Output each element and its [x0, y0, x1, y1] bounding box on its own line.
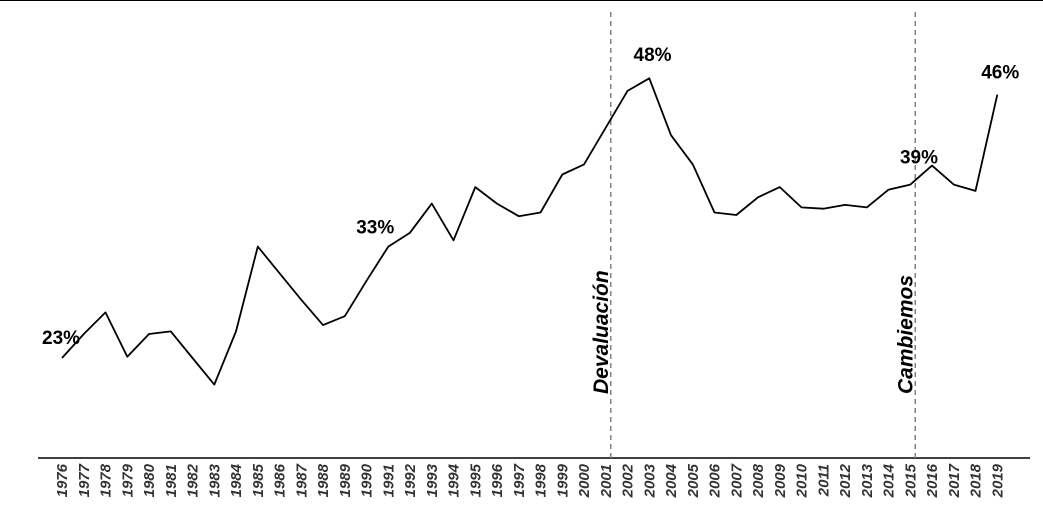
x-tick-label: 1977	[76, 463, 93, 497]
event-label: Cambiemos	[894, 275, 917, 394]
x-tick-label: 1981	[163, 464, 180, 497]
x-tick-label: 1985	[250, 463, 267, 497]
x-tick-label: 1979	[119, 463, 136, 497]
x-tick-label: 1995	[467, 463, 484, 497]
x-tick-label: 2011	[815, 464, 832, 497]
x-tick-label: 1996	[489, 463, 506, 497]
x-tick-label: 2008	[750, 463, 767, 498]
x-tick-label: 1994	[446, 463, 463, 497]
x-tick-label: 2009	[772, 463, 789, 498]
x-tick-label: 1987	[293, 463, 310, 497]
x-tick-label: 2015	[902, 463, 919, 498]
x-tick-label: 2010	[794, 463, 811, 498]
x-tick-label: 1993	[424, 463, 441, 497]
x-tick-label: 2001	[598, 464, 615, 498]
data-labels: 23% 33% 48% 39% 46%	[42, 45, 1019, 349]
data-label: 23%	[42, 328, 80, 349]
x-tick-label: 1986	[272, 463, 289, 497]
x-tick-label: 2019	[989, 463, 1006, 498]
x-tick-label: 2018	[968, 463, 985, 498]
event-label: Devaluación	[590, 270, 613, 394]
x-tick-label: 2016	[924, 463, 941, 498]
x-tick-label: 1978	[98, 463, 115, 497]
x-tick-label: 1998	[533, 463, 550, 497]
x-tick-label: 2007	[728, 463, 745, 498]
data-label: 33%	[356, 218, 394, 239]
x-tick-label: 1989	[337, 463, 354, 497]
series-points	[60, 76, 999, 386]
x-tick-label: 2005	[685, 463, 702, 498]
x-tick-label: 2012	[837, 463, 854, 498]
x-tick-label: 2013	[859, 463, 876, 498]
x-tick-label: 1997	[511, 463, 528, 497]
x-tick-label: 1991	[380, 464, 397, 497]
x-tick-label: 2000	[576, 463, 593, 498]
data-label: 48%	[634, 45, 672, 66]
x-tick-label: 2017	[946, 463, 963, 498]
data-label: 46%	[981, 63, 1019, 84]
x-tick-label: 1980	[141, 463, 158, 497]
x-tick-label: 1983	[206, 463, 223, 497]
x-tick-labels: 1976 1977 1978 1979 1980 1981 1982 1983 1984 1985…	[54, 463, 1006, 498]
x-tick-label: 1982	[185, 463, 202, 497]
x-tick-label: 2002	[620, 463, 637, 498]
event-lines: Devaluación Cambiemos	[590, 12, 917, 458]
series-line	[61, 77, 999, 386]
x-tick-label: 1999	[554, 463, 571, 497]
x-tick-label: 1990	[359, 463, 376, 497]
x-tick-label: 2003	[641, 463, 658, 498]
x-tick-label: 2004	[663, 463, 680, 498]
x-tick-label: 2014	[881, 463, 898, 498]
x-tick-label: 1984	[228, 463, 245, 497]
x-tick-label: 1976	[54, 463, 71, 497]
x-tick-label: 1992	[402, 463, 419, 497]
x-tick-label: 1988	[315, 463, 332, 497]
data-label: 39%	[900, 148, 938, 169]
x-tick-label: 2006	[707, 463, 724, 498]
